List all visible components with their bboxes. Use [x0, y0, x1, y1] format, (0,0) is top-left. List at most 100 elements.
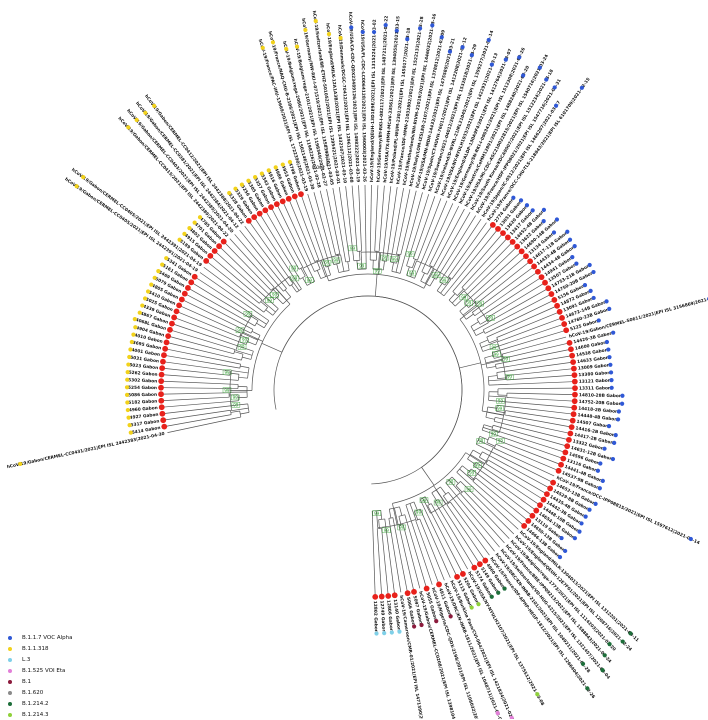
lineage-dot — [128, 347, 132, 351]
lineage-dot — [607, 355, 611, 359]
internal-branch — [489, 400, 498, 401]
bootstrap-value: 99 — [497, 406, 503, 411]
legend-dot — [8, 636, 12, 640]
bootstrap-value: 99 — [272, 293, 278, 298]
local-sample-marker — [562, 450, 568, 456]
internal-branch — [317, 261, 320, 269]
local-sample-marker — [572, 379, 578, 385]
local-sample-marker — [174, 308, 180, 314]
internal-branch — [498, 378, 507, 379]
tip-branch — [409, 194, 429, 257]
bootstrap-value: 99 — [416, 510, 422, 515]
local-sample-marker — [519, 248, 525, 254]
lineage-dot — [573, 244, 577, 248]
lineage-dot — [525, 203, 529, 207]
local-sample-marker — [176, 302, 182, 308]
lineage-dot — [361, 30, 365, 34]
tip-branch — [448, 223, 486, 277]
lineage-dot — [609, 370, 613, 374]
bootstrap-support: 99 — [373, 511, 381, 516]
internal-branch — [473, 450, 481, 454]
tip: 14810-28B Gabon — [572, 392, 624, 399]
internal-branch — [376, 251, 377, 260]
lineage-dot — [611, 331, 615, 335]
bootstrap-value: 99 — [292, 276, 298, 281]
local-sample-marker — [405, 590, 411, 596]
tip-label: hCoV-19/USA/FL-CDC-LC0064128/2021|EPI IS… — [359, 20, 367, 182]
lineage-dot — [554, 104, 558, 108]
local-sample-marker — [298, 191, 304, 197]
tip-branch — [284, 203, 311, 263]
lineage-dot — [133, 325, 137, 329]
local-sample-marker — [571, 366, 577, 372]
internal-branch — [449, 293, 455, 300]
local-sample-marker — [549, 291, 555, 297]
lineage-dot — [126, 416, 130, 420]
internal-branch — [337, 264, 339, 273]
bootstrap-value: 99 — [498, 399, 504, 404]
tip-branch — [163, 381, 238, 384]
tip-branch — [290, 201, 315, 262]
scale-bar-label: 0.002 — [312, 165, 325, 171]
legend-label: B.1.1.7 VOC Alpha — [22, 635, 73, 641]
lineage-dot — [496, 591, 500, 595]
lineage-dot — [470, 53, 474, 57]
tip-branch — [476, 462, 538, 504]
lineage-dot — [198, 215, 202, 219]
internal-branch — [400, 265, 402, 274]
tip: 12802 Gabon — [372, 594, 379, 636]
legend-item: B.1.620 — [8, 687, 148, 698]
tip-branch — [302, 196, 326, 267]
internal-branch — [252, 315, 266, 324]
lineage-dot — [153, 276, 157, 280]
tip-label: hCoV-19/Gabon/CERMEL-CC0405/2021|EPI ISL… — [70, 167, 203, 268]
lineage-dot — [81, 175, 85, 179]
tip: hCoV-19/USA/FL-CDC-LC0064128/2021|EPI IS… — [359, 20, 367, 182]
lineage-dot — [125, 385, 129, 389]
tip-label: 5254 Gabon — [128, 385, 157, 391]
bootstrap-value: 99 — [466, 300, 472, 305]
tip-label: 5182 Gabon — [128, 398, 157, 405]
local-sample-marker — [567, 340, 573, 346]
local-sample-marker — [182, 291, 188, 297]
lineage-dot — [143, 111, 147, 115]
internal-branch — [489, 340, 497, 343]
internal-branch — [266, 310, 273, 316]
local-sample-marker — [246, 218, 252, 224]
tip: 5182 Gabon — [125, 398, 164, 406]
bootstrap-value: 99 — [478, 439, 484, 444]
local-sample-marker — [570, 359, 576, 365]
internal-branch — [455, 300, 461, 306]
local-sample-marker — [477, 561, 483, 567]
lineage-dot — [126, 125, 130, 129]
legend-item: L.3 — [8, 654, 148, 665]
internal-branch — [261, 316, 268, 321]
local-sample-marker — [482, 558, 488, 564]
lineage-dot — [552, 230, 556, 234]
clade-arc — [321, 275, 331, 279]
internal-branch — [262, 343, 282, 352]
internal-branch — [482, 452, 490, 456]
legend-dot — [8, 669, 12, 673]
lineage-dot — [597, 318, 601, 322]
lineage-dot — [138, 311, 142, 315]
local-sample-marker — [572, 398, 578, 404]
bootstrap-value: 99 — [491, 345, 497, 350]
lineage-dot — [126, 408, 130, 412]
internal-branch — [453, 285, 459, 292]
legend-dot — [8, 647, 12, 651]
lineage-dot — [261, 46, 265, 50]
lineage-dot — [605, 340, 609, 344]
internal-branch — [341, 255, 344, 272]
lineage-dot — [616, 417, 620, 421]
local-sample-marker — [514, 244, 520, 250]
local-sample-marker — [160, 417, 166, 423]
tip-branch — [250, 222, 293, 283]
tip-branch — [165, 410, 230, 420]
internal-branch — [359, 251, 360, 260]
local-sample-marker — [556, 468, 562, 474]
internal-branch — [406, 505, 409, 514]
internal-branch — [379, 520, 380, 529]
bootstrap-value: 99 — [491, 431, 497, 436]
